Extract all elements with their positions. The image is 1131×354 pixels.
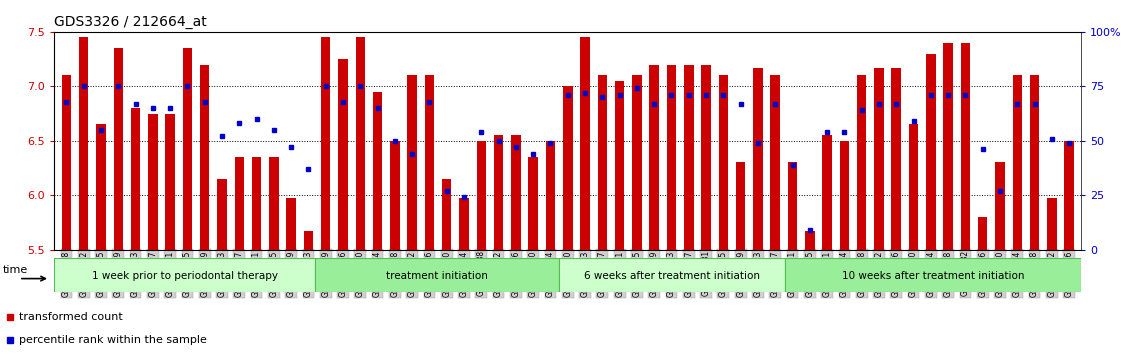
Bar: [304, 231, 313, 250]
Bar: [79, 37, 88, 250]
Text: 10 weeks after treatment initiation: 10 weeks after treatment initiation: [843, 271, 1025, 281]
Bar: [978, 217, 987, 250]
Bar: [200, 64, 209, 250]
Bar: [217, 179, 226, 250]
Bar: [580, 37, 589, 250]
Bar: [770, 75, 780, 250]
Bar: [701, 64, 710, 250]
Bar: [559, 258, 785, 292]
Bar: [785, 258, 1081, 292]
Bar: [960, 43, 970, 250]
Bar: [805, 231, 814, 250]
Bar: [131, 108, 140, 250]
Bar: [113, 48, 123, 250]
Bar: [926, 54, 935, 250]
Bar: [649, 64, 659, 250]
Bar: [822, 135, 831, 250]
Bar: [373, 92, 382, 250]
Bar: [528, 157, 538, 250]
Bar: [788, 162, 797, 250]
Text: transformed count: transformed count: [18, 312, 122, 322]
Bar: [1012, 75, 1022, 250]
Bar: [442, 179, 451, 250]
Bar: [615, 81, 624, 250]
Bar: [891, 68, 901, 250]
Bar: [316, 258, 559, 292]
Bar: [718, 75, 728, 250]
Bar: [338, 59, 347, 250]
Bar: [165, 114, 175, 250]
Bar: [61, 75, 71, 250]
Bar: [252, 157, 261, 250]
Text: GDS3326 / 212664_at: GDS3326 / 212664_at: [54, 16, 207, 29]
Bar: [909, 124, 918, 250]
Bar: [234, 157, 244, 250]
Bar: [874, 68, 883, 250]
Bar: [96, 124, 105, 250]
Bar: [182, 48, 192, 250]
Text: time: time: [2, 265, 28, 275]
Bar: [857, 75, 866, 250]
Bar: [736, 162, 745, 250]
Text: 6 weeks after treatment initiation: 6 weeks after treatment initiation: [585, 271, 760, 281]
Bar: [494, 135, 503, 250]
Bar: [355, 37, 365, 250]
Bar: [563, 86, 572, 250]
Bar: [286, 198, 296, 250]
Bar: [148, 114, 157, 250]
Bar: [995, 162, 1004, 250]
Bar: [511, 135, 520, 250]
Bar: [667, 64, 676, 250]
Bar: [425, 75, 434, 250]
Bar: [321, 37, 330, 250]
Bar: [597, 75, 607, 250]
Bar: [54, 258, 316, 292]
Bar: [632, 75, 641, 250]
Text: treatment initiation: treatment initiation: [387, 271, 489, 281]
Bar: [476, 141, 486, 250]
Bar: [1030, 75, 1039, 250]
Bar: [269, 157, 278, 250]
Bar: [684, 64, 693, 250]
Bar: [839, 141, 849, 250]
Bar: [546, 141, 555, 250]
Bar: [407, 75, 417, 250]
Text: percentile rank within the sample: percentile rank within the sample: [18, 335, 207, 345]
Bar: [1064, 141, 1074, 250]
Text: 1 week prior to periodontal therapy: 1 week prior to periodontal therapy: [92, 271, 278, 281]
Bar: [753, 68, 762, 250]
Bar: [459, 198, 468, 250]
Bar: [943, 43, 952, 250]
Bar: [1047, 198, 1056, 250]
Bar: [390, 141, 399, 250]
